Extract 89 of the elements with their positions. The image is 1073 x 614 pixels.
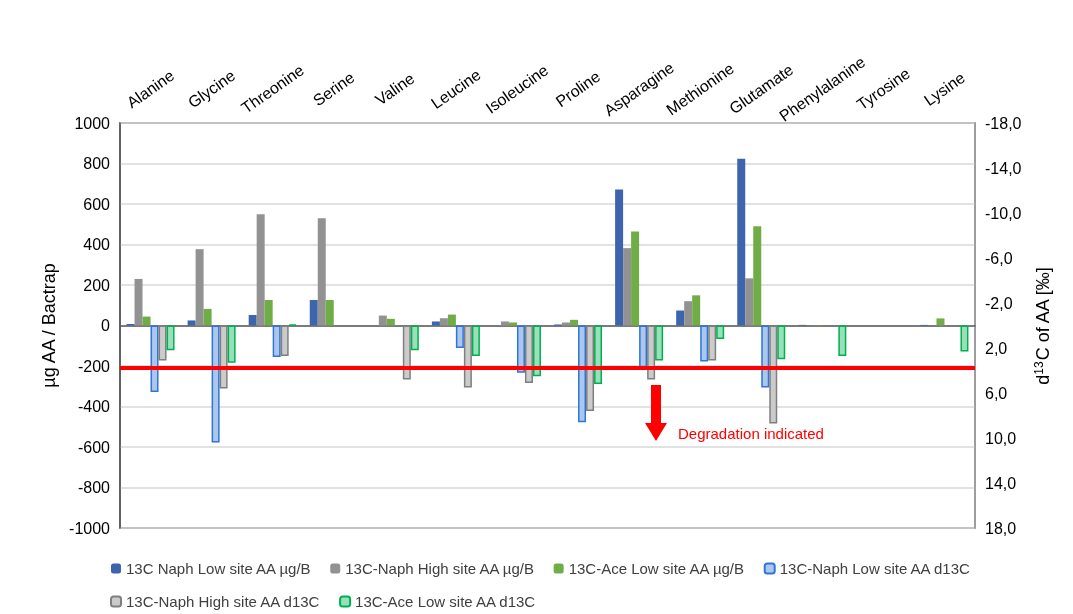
- bar: [410, 325, 419, 351]
- y2-tick-label: -6,0: [985, 249, 1013, 267]
- bar: [280, 325, 289, 356]
- bar: [578, 325, 587, 423]
- legend-label: 13C-Naph High site AA d13C: [126, 593, 320, 610]
- bar: [402, 325, 411, 380]
- y2-tick-label: 10,0: [985, 429, 1017, 447]
- y-tick-label: 1000: [74, 114, 111, 132]
- y-tick-label: 800: [83, 155, 111, 172]
- y2-tick-label: -10,0: [985, 204, 1022, 222]
- bar: [142, 316, 151, 326]
- y-tick-label: -1000: [69, 519, 111, 537]
- legend-label: 13C-Ace Low site AA µg/B: [568, 560, 745, 577]
- bar: [134, 278, 143, 326]
- bar: [676, 310, 685, 326]
- bar: [227, 325, 236, 363]
- y2-tick-label: 14,0: [985, 474, 1017, 492]
- y2-tick-label: 6,0: [985, 384, 1008, 402]
- y2-tick-label: -14,0: [985, 159, 1022, 177]
- y-tick-label: 0: [101, 317, 111, 334]
- bar: [439, 318, 448, 326]
- bar: [692, 295, 701, 326]
- bar: [684, 301, 693, 326]
- bar: [647, 325, 656, 380]
- y-tick-label: -400: [77, 398, 111, 415]
- bar: [745, 278, 754, 326]
- bar: [524, 325, 533, 383]
- bar: [187, 320, 196, 326]
- bar: [716, 325, 725, 339]
- bar: [586, 325, 595, 411]
- bar: [623, 248, 632, 326]
- bar: [936, 318, 945, 326]
- bar: [769, 325, 778, 424]
- bar: [447, 314, 456, 326]
- y-tick-label: 400: [83, 236, 111, 253]
- bar: [431, 321, 440, 326]
- annotation: Degradation indicated: [678, 425, 824, 442]
- bar: [500, 321, 509, 326]
- bar: [317, 218, 326, 326]
- bar: [150, 325, 159, 392]
- y2-tick-label: 18,0: [985, 519, 1017, 537]
- bar: [309, 299, 318, 326]
- bar: [761, 325, 770, 388]
- y-tick-label: -800: [77, 479, 111, 496]
- y-axis-title: µg AA / Bactrap: [39, 263, 60, 388]
- bar: [166, 325, 175, 351]
- legend-label: 13C Naph Low site AA µg/B: [126, 560, 311, 577]
- bar: [838, 325, 847, 356]
- bar: [615, 189, 624, 326]
- bar: [570, 319, 579, 326]
- bar: [386, 318, 395, 326]
- bar: [631, 231, 640, 326]
- y2-tick-label: -2,0: [985, 294, 1013, 312]
- bar: [700, 325, 709, 362]
- bar: [455, 325, 464, 348]
- y2-tick-label: 2,0: [985, 339, 1008, 357]
- legend-label: 13C-Naph High site AA µg/B: [345, 560, 534, 577]
- bar: [203, 308, 212, 326]
- y-tick-label: 600: [83, 195, 111, 213]
- bar: [753, 226, 762, 326]
- bar: [594, 325, 603, 384]
- bar: [272, 325, 281, 357]
- bar: [639, 325, 648, 368]
- bar: [562, 322, 571, 326]
- bar: [708, 325, 717, 361]
- bar: [471, 325, 480, 356]
- bar: [264, 299, 273, 326]
- y-tick-label: -600: [77, 438, 111, 456]
- y-tick-label: 200: [83, 276, 111, 294]
- bar: [248, 314, 257, 326]
- bar: [195, 249, 204, 326]
- bar: [463, 325, 472, 388]
- y2-axis-title: d13C of AA [‰]: [1032, 267, 1053, 385]
- y-tick-label: -200: [77, 357, 111, 375]
- y2-tick-label: -18,0: [985, 114, 1022, 132]
- bar: [211, 325, 220, 443]
- bar: [325, 299, 334, 326]
- bar: [158, 325, 167, 361]
- bar: [737, 158, 746, 326]
- bar: [655, 325, 664, 361]
- bar: [256, 214, 265, 326]
- bar: [777, 325, 786, 360]
- bar: [219, 325, 228, 389]
- bar: [378, 315, 387, 326]
- bar: [516, 325, 525, 373]
- legend-label: 13C-Naph Low site AA d13C: [779, 560, 970, 577]
- bar: [508, 322, 517, 326]
- legend-label: 13C-Ace Low site AA d13C: [355, 593, 536, 610]
- bar: [960, 325, 969, 352]
